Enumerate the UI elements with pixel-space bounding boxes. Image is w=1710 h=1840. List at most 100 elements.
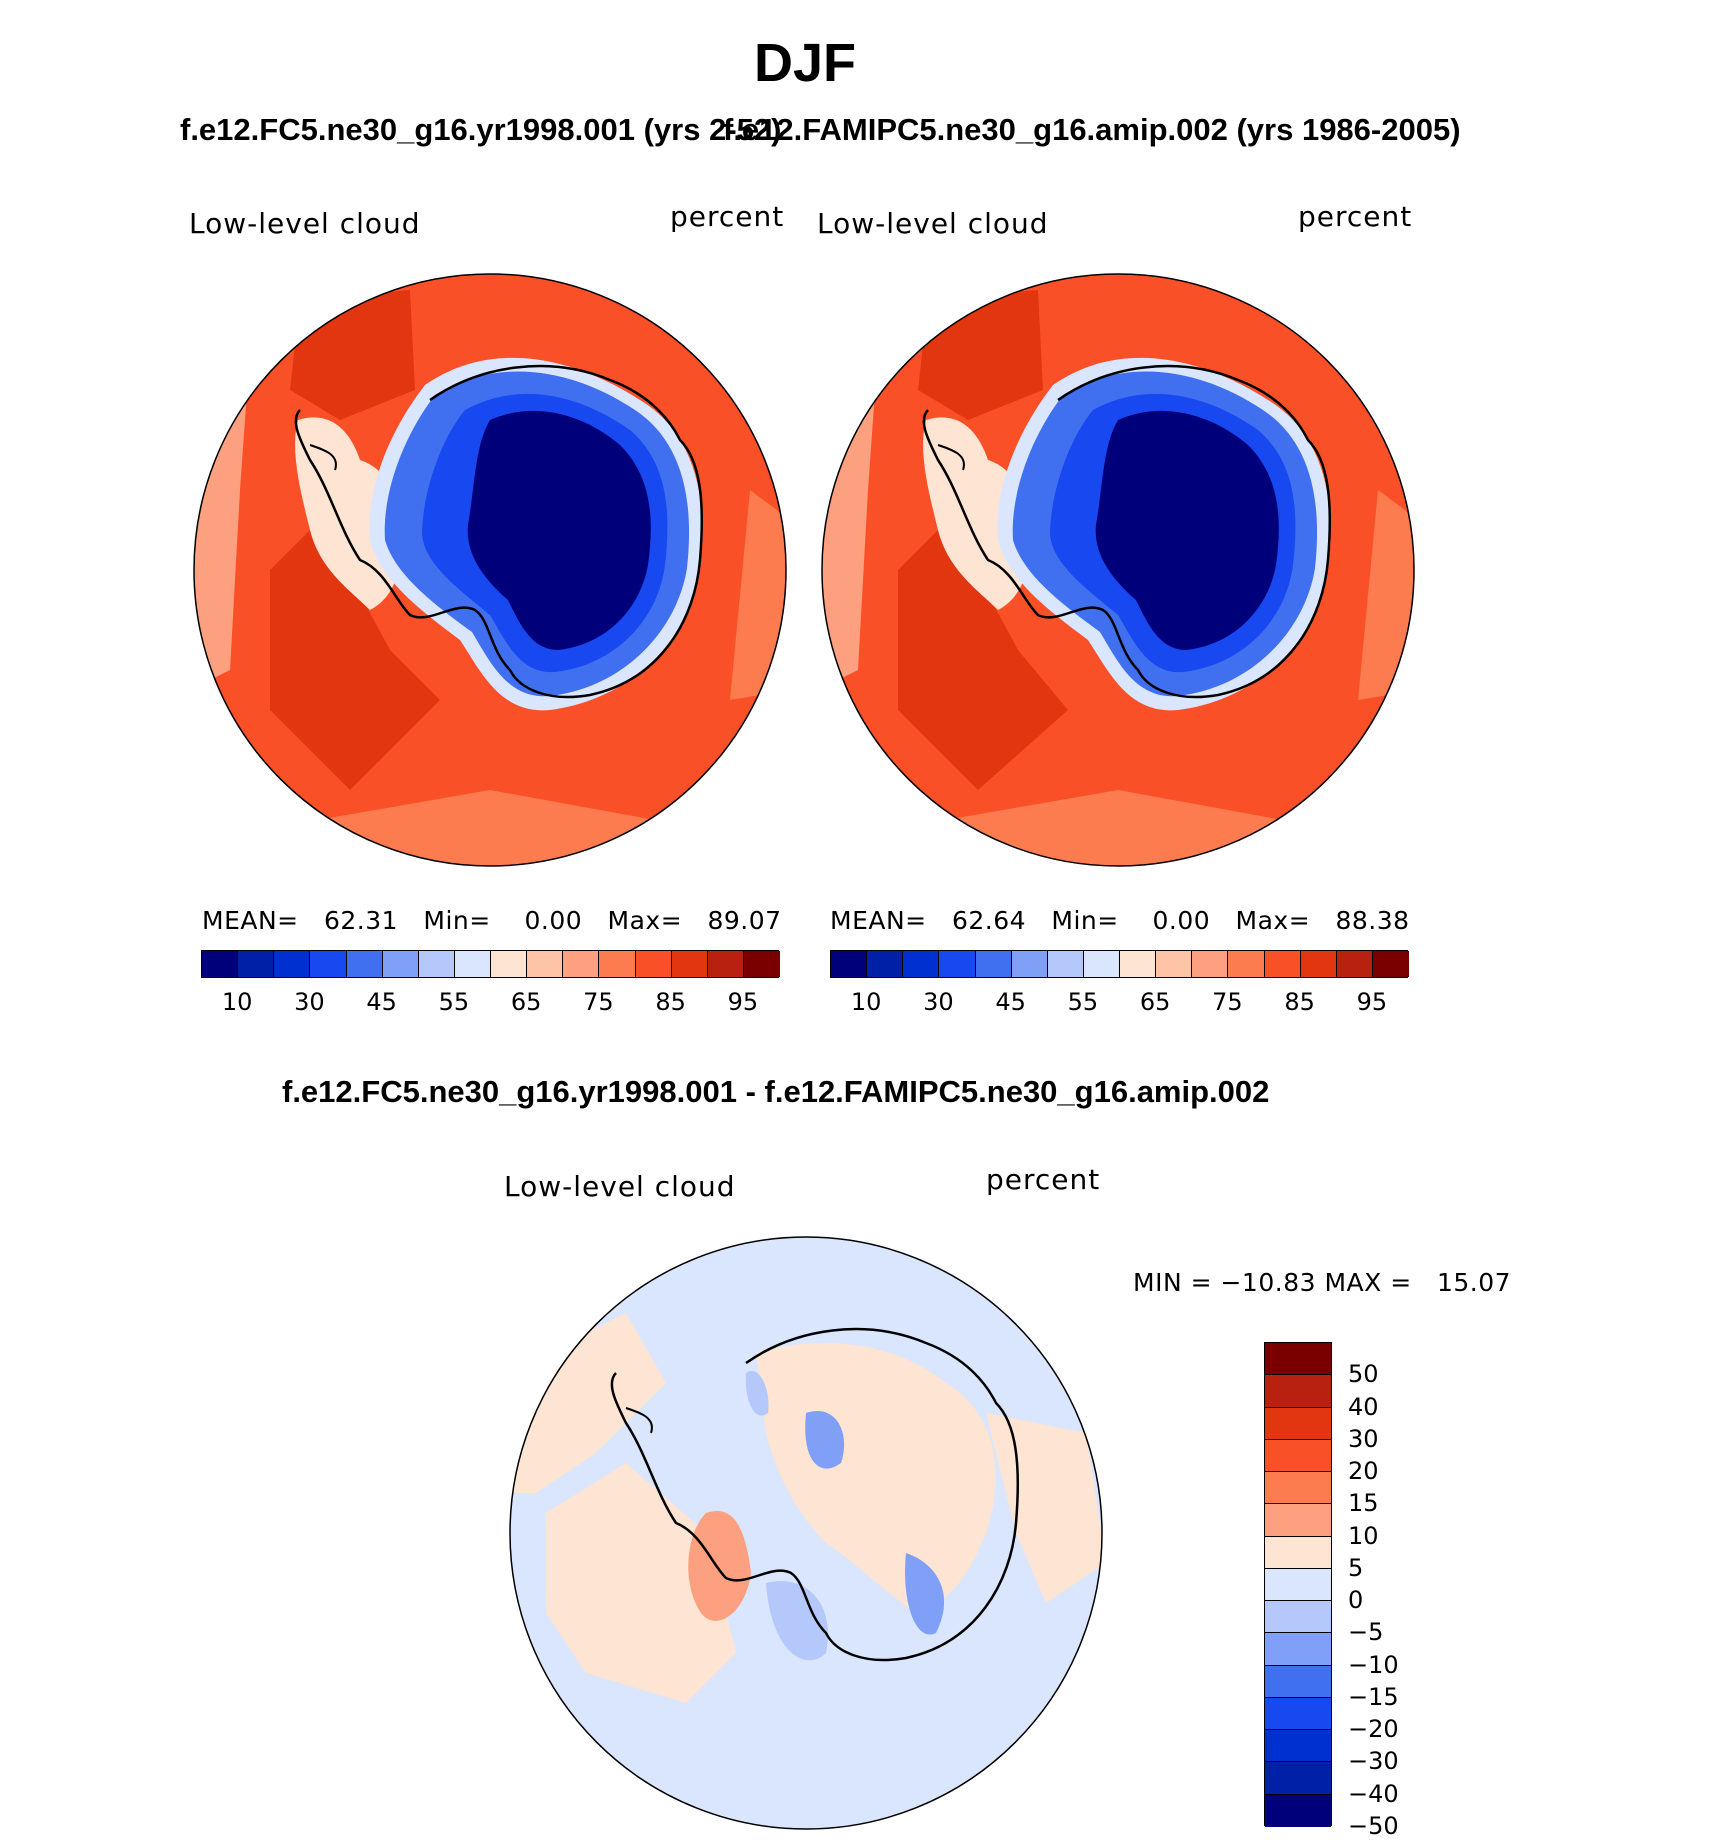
colorbar-swatch (202, 951, 239, 977)
diff-map (509, 1236, 1103, 1830)
colorbar-swatch (743, 951, 780, 977)
colorbar-swatch (1265, 1375, 1331, 1408)
colorbar-swatch (1265, 1762, 1331, 1795)
peninsula-transition-zone (295, 417, 399, 610)
panel-2-colorbar (830, 950, 1409, 978)
colorbar-swatch (1265, 1568, 1331, 1602)
colorbar-swatch (975, 951, 1012, 977)
colorbar-tick-label: 75 (583, 988, 614, 1016)
colorbar-swatch (1156, 951, 1193, 977)
colorbar-swatch (671, 951, 708, 977)
colorbar-swatch (274, 951, 311, 977)
panel-2-mean-value: 62.64 (951, 906, 1027, 935)
colorbar-swatch (1192, 951, 1229, 977)
colorbar-swatch (527, 951, 564, 977)
colorbar-swatch (1228, 951, 1265, 977)
colorbar-swatch (1047, 951, 1084, 977)
panel-1-mean-value: 62.31 (323, 906, 399, 935)
colorbar-tick-label: 65 (1139, 988, 1171, 1016)
panel-1-units-label: percent (670, 200, 785, 233)
colorbar-swatch (454, 951, 491, 977)
coastline (294, 364, 704, 699)
high-cloud-region-southwest (898, 520, 1068, 790)
panel-1-max-label: Max= (607, 906, 683, 935)
colorbar-swatch (867, 951, 904, 977)
colorbar-swatch (346, 951, 383, 977)
colorbar-swatch (1265, 1665, 1331, 1698)
colorbar-tick-label: 55 (438, 988, 470, 1016)
panel-2-max-value: 88.38 (1335, 906, 1410, 935)
panel-2-stats: MEAN= 62.64 Min= 0.00 Max= 88.38 (830, 906, 1410, 935)
high-cloud-region-southwest (270, 520, 440, 790)
diff-negative-patch-2 (805, 1411, 845, 1469)
colorbar-swatch (563, 951, 600, 977)
colorbar-swatch (1372, 951, 1409, 977)
map-border (509, 1236, 1103, 1830)
panel-1-case-title: f.e12.FC5.ne30_g16.yr1998.001 (yrs 2-52) (180, 112, 782, 147)
diff-negative-patch-3 (766, 1581, 828, 1661)
panel-2-min-label: Min= (1051, 906, 1119, 935)
colorbar-swatch (1265, 1697, 1331, 1731)
coastline-detail (937, 444, 965, 471)
colorbar-tick-label: 75 (1212, 988, 1243, 1016)
colorbar-swatch (310, 951, 347, 977)
page-title: DJF (753, 33, 856, 93)
colorbar-tick-label: 85 (1284, 988, 1315, 1016)
colorbar-swatch (491, 951, 528, 977)
panel-1-max-value: 89.07 (707, 906, 782, 935)
colorbar-swatch (382, 951, 419, 977)
panel-1-min-label: Min= (423, 906, 491, 935)
panel-1-colorbar (201, 950, 780, 978)
colorbar-swatch (1083, 951, 1120, 977)
colorbar-swatch (1265, 1439, 1331, 1473)
colorbar-tick-label: −15 (1348, 1682, 1399, 1711)
colorbar-swatch (1265, 1794, 1331, 1827)
colorbar-swatch (1011, 951, 1048, 977)
colorbar-swatch (903, 951, 940, 977)
colorbar-tick-label: 40 (1348, 1392, 1379, 1421)
panel-1-stats: MEAN= 62.31 Min= 0.00 Max= 89.07 (202, 906, 782, 935)
colorbar-tick-label: 30 (1348, 1424, 1379, 1453)
diff-positive-region-interior (756, 1343, 996, 1613)
panel-2-units-label: percent (1298, 200, 1413, 233)
colorbar-tick-label: 0 (1348, 1586, 1364, 1615)
colorbar-swatch (1265, 1343, 1331, 1376)
colorbar-tick-label: 10 (221, 988, 253, 1016)
colorbar-swatch (1265, 1472, 1331, 1505)
colorbar-swatch (418, 951, 455, 977)
diff-case-title: f.e12.FC5.ne30_g16.yr1998.001 - f.e12.FA… (282, 1074, 1270, 1109)
colorbar-tick-label: 65 (510, 988, 542, 1016)
panel-1-colorbar-labels: 10 30 45 55 65 75 85 95 (201, 988, 779, 1018)
colorbar-swatch (1265, 1536, 1331, 1569)
colorbar-tick-label: 30 (923, 988, 954, 1016)
colorbar-swatch (238, 951, 275, 977)
diff-units-label: percent (986, 1163, 1101, 1196)
panel-2-max-label: Max= (1235, 906, 1311, 935)
colorbar-swatch (1265, 1633, 1331, 1666)
panel-2-variable-label: Low-level cloud (817, 207, 1049, 240)
colorbar-tick-label: 45 (366, 988, 397, 1016)
colorbar-tick-label: −20 (1348, 1715, 1399, 1744)
colorbar-tick-label: 95 (727, 988, 759, 1016)
diff-negative-patch-4 (905, 1553, 945, 1635)
colorbar-swatch (599, 951, 636, 977)
colorbar-tick-label: −10 (1348, 1650, 1399, 1679)
diff-colorbar-labels: 50 40 30 20 15 10 5 0 −5 −10 −15 −20 −30 −40 −50 (1348, 1342, 1468, 1840)
colorbar-tick-label: 10 (850, 988, 882, 1016)
panel-1-map (193, 273, 787, 867)
peninsula-transition-zone (923, 417, 1027, 610)
map-border (821, 273, 1415, 867)
panel-2-colorbar-labels: 10 30 45 55 65 75 85 95 (830, 988, 1408, 1018)
panel-2-case-title: f.e12.FAMIPC5.ne30_g16.amip.002 (yrs 198… (723, 112, 1461, 147)
ice-sheet-core (1095, 410, 1279, 650)
colorbar-tick-label: 30 (294, 988, 325, 1016)
colorbar-swatch (939, 951, 976, 977)
colorbar-tick-label: −5 (1348, 1618, 1384, 1647)
coastline-detail (625, 1407, 653, 1434)
colorbar-swatch (831, 951, 868, 977)
colorbar-tick-label: 45 (995, 988, 1026, 1016)
colorbar-tick-label: 5 (1348, 1553, 1364, 1582)
colorbar-swatch (1120, 951, 1157, 977)
colorbar-tick-label: 20 (1348, 1457, 1379, 1486)
colorbar-swatch (635, 951, 672, 977)
